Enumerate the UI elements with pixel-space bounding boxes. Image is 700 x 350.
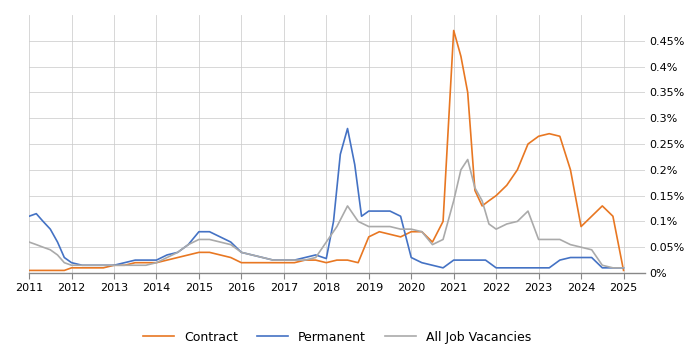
All Job Vacancies <box>386 224 394 229</box>
All Job Vacancies <box>25 240 34 244</box>
Permanent <box>343 126 351 131</box>
Permanent <box>620 266 628 270</box>
Contract <box>449 28 458 33</box>
Contract <box>152 261 160 265</box>
Permanent <box>152 258 160 262</box>
Permanent <box>439 266 447 270</box>
Permanent <box>131 258 139 262</box>
Permanent <box>25 214 34 218</box>
Permanent <box>336 152 344 156</box>
All Job Vacancies <box>343 204 351 208</box>
Contract <box>25 268 34 273</box>
Contract <box>545 132 554 136</box>
All Job Vacancies <box>227 243 235 247</box>
All Job Vacancies <box>620 266 628 270</box>
All Job Vacancies <box>609 266 617 270</box>
Line: Contract: Contract <box>29 30 624 271</box>
All Job Vacancies <box>463 158 472 162</box>
Legend: Contract, Permanent, All Job Vacancies: Contract, Permanent, All Job Vacancies <box>138 326 536 349</box>
All Job Vacancies <box>152 261 160 265</box>
Line: Permanent: Permanent <box>29 128 624 268</box>
Contract <box>131 261 139 265</box>
Contract <box>620 268 628 273</box>
Permanent <box>375 209 384 213</box>
All Job Vacancies <box>545 237 554 241</box>
Permanent <box>227 240 235 244</box>
Permanent <box>556 258 564 262</box>
Line: All Job Vacancies: All Job Vacancies <box>29 160 624 268</box>
Contract <box>386 232 394 236</box>
Contract <box>343 258 351 262</box>
Contract <box>227 256 235 260</box>
All Job Vacancies <box>131 263 139 267</box>
